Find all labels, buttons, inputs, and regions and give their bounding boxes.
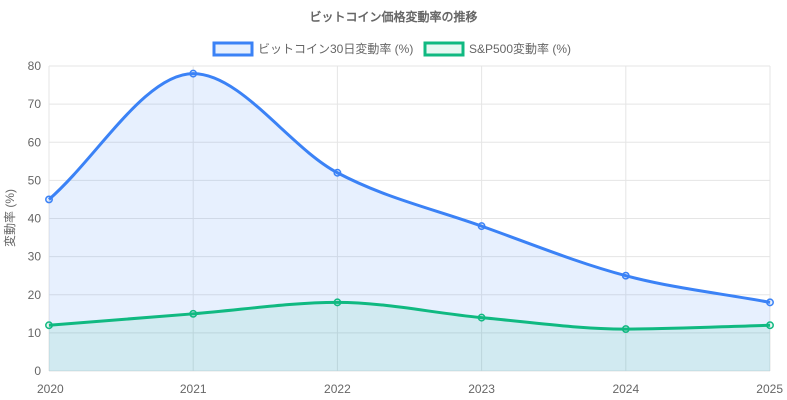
data-point <box>766 321 774 330</box>
y-tick-label: 60 <box>28 135 42 149</box>
legend-label-bitcoin[interactable]: ビットコイン30日変動率 (%) <box>258 41 413 56</box>
legend-swatch-bitcoin[interactable] <box>212 41 254 57</box>
y-tick-label: 80 <box>28 59 42 73</box>
legend-swatch-sp500[interactable] <box>423 41 465 57</box>
data-point <box>477 222 486 231</box>
data-point <box>333 298 342 307</box>
data-point <box>766 298 774 307</box>
x-tick-label: 2023 <box>468 382 495 396</box>
data-point <box>189 309 198 318</box>
x-tick-label: 2025 <box>756 382 783 396</box>
y-tick-label: 30 <box>28 250 42 264</box>
data-point <box>189 69 198 78</box>
series-area <box>49 73 770 371</box>
y-axis-ticks: 0 10 20 30 40 50 60 70 80 <box>28 59 42 378</box>
grid <box>48 65 771 372</box>
data-point <box>621 325 630 334</box>
data-point <box>621 271 630 280</box>
y-tick-label: 0 <box>34 364 41 378</box>
data-point <box>45 321 53 330</box>
y-tick-label: 70 <box>28 97 42 111</box>
series-line <box>48 300 771 331</box>
legend: ビットコイン30日変動率 (%) S&P500変動率 (%) <box>212 41 571 57</box>
x-tick-label: 2021 <box>180 382 207 396</box>
data-point <box>45 195 53 204</box>
series-areas <box>49 73 770 371</box>
x-tick-label: 2022 <box>324 382 351 396</box>
x-tick-label: 2024 <box>612 382 639 396</box>
series-area <box>49 302 770 371</box>
x-axis-ticks: 2020 2021 2022 2023 2024 2025 <box>37 382 783 396</box>
chart-title: ビットコイン価格変動率の推移 <box>309 9 477 24</box>
y-tick-label: 40 <box>28 212 42 226</box>
y-tick-label: 50 <box>28 173 42 187</box>
series-lines <box>48 72 771 331</box>
series-points <box>45 69 774 334</box>
y-axis-title: 変動率 (%) <box>2 189 17 247</box>
data-point <box>477 313 486 322</box>
y-tick-label: 10 <box>28 326 42 340</box>
data-point <box>333 168 342 177</box>
legend-label-sp500[interactable]: S&P500変動率 (%) <box>469 41 571 56</box>
y-tick-label: 20 <box>28 288 42 302</box>
series-line <box>48 72 771 304</box>
x-tick-label: 2020 <box>37 382 64 396</box>
